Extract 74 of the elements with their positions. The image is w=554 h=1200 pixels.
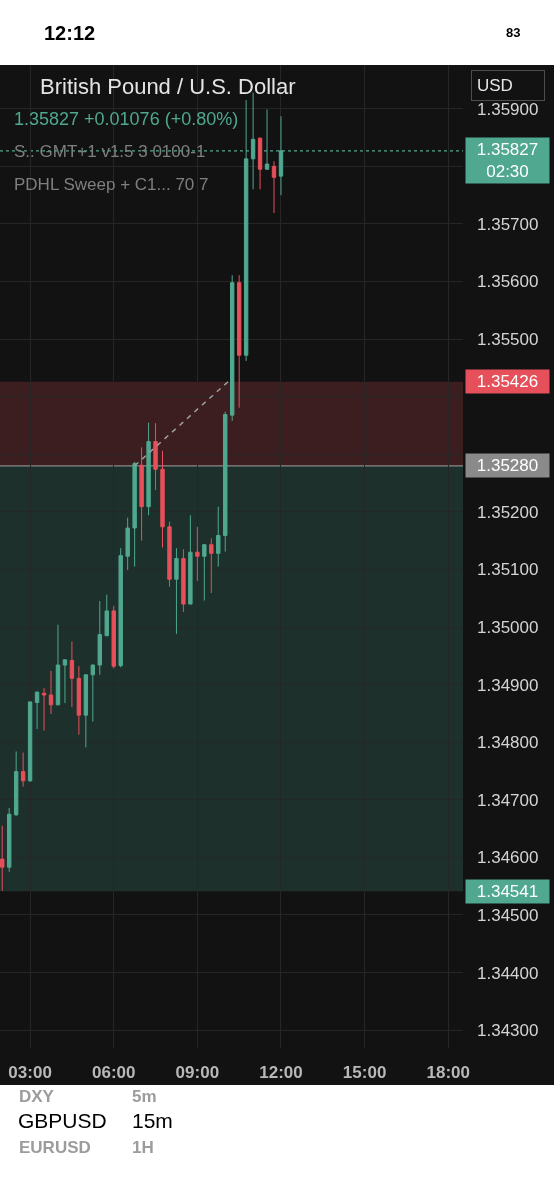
candlestick (97, 600, 102, 676)
text: USD (477, 76, 513, 95)
y-tick-label: 1.34500 (477, 905, 539, 925)
y-tick-label: 1.34300 (477, 1021, 539, 1041)
candlestick (202, 543, 207, 602)
candlestick (257, 137, 263, 190)
chart-title: British Pound / U.S. Dollar (40, 73, 296, 99)
candlestick (229, 274, 235, 422)
candlestick (34, 691, 40, 730)
candlestick (216, 506, 221, 568)
candlestick (188, 514, 193, 606)
text: 12:12 (44, 22, 96, 44)
x-tick-label: 18:00 (426, 1063, 470, 1082)
y-tick-label: 1.35700 (477, 214, 539, 234)
candlestick (223, 411, 228, 553)
y-tick-label: 1.35100 (477, 560, 539, 580)
candlestick (27, 700, 33, 783)
candlestick (118, 547, 123, 668)
y-tick-label: 1.35500 (477, 330, 539, 350)
candlestick (6, 807, 12, 873)
candlestick (160, 450, 165, 549)
y-tick-label: 1.34800 (477, 733, 539, 753)
candlestick (125, 517, 130, 571)
candlestick (62, 658, 68, 704)
candlestick (0, 825, 5, 892)
band-label: 1.35426 (476, 372, 539, 391)
candlestick (13, 750, 19, 817)
text: DXY (19, 1087, 55, 1106)
candlestick (41, 687, 47, 732)
candlestick (104, 594, 109, 637)
candlestick (55, 624, 61, 706)
annotation: PDHL Sweep + C1... 70 7 (14, 175, 209, 194)
candlestick (195, 526, 200, 582)
y-tick-label: 1.35600 (477, 272, 539, 292)
candlestick (132, 461, 137, 568)
y-tick-label: 1.34400 (477, 963, 539, 983)
candlestick (76, 665, 82, 736)
candlestick (236, 274, 242, 409)
candlestick (111, 605, 116, 670)
candlestick (90, 663, 96, 722)
band-label: 1.34541 (476, 882, 539, 901)
candlestick (271, 160, 277, 214)
y-tick-label: 1.34600 (477, 848, 539, 868)
x-tick-label: 12:00 (259, 1063, 303, 1082)
candlestick (174, 547, 179, 635)
candlestick (181, 548, 186, 613)
candlestick (83, 673, 89, 748)
x-tick-label: 03:00 (8, 1063, 52, 1082)
candlestick (69, 640, 75, 708)
text: 83 (506, 25, 521, 40)
candlestick (250, 92, 256, 190)
y-tick-label: 1.34700 (477, 790, 539, 810)
x-tick-label: 15:00 (342, 1063, 387, 1082)
x-tick-label: 09:00 (175, 1063, 220, 1082)
candlestick (167, 521, 172, 588)
y-tick-label: 1.35200 (477, 502, 539, 522)
y-tick-label: 1.34900 (477, 675, 539, 695)
text: 1.35827 +0.01076 (+0.80%) (14, 109, 239, 129)
candlestick (48, 670, 54, 715)
text: 15m (132, 1109, 173, 1132)
candlestick (20, 752, 26, 788)
ref-line-label: 1.35827 02:30 (476, 140, 539, 182)
text: EURUSD (19, 1138, 91, 1157)
candlestick (153, 422, 158, 491)
candlestick (209, 537, 214, 594)
ref-line-label: 1.35280 (476, 456, 539, 475)
candlestick (146, 422, 151, 516)
text: 1H (132, 1138, 154, 1157)
candlestick (139, 446, 144, 542)
text: 5m (132, 1087, 157, 1106)
x-tick-label: 06:00 (91, 1063, 136, 1082)
text: GBPUSD (18, 1109, 107, 1132)
y-tick-label: 1.35000 (477, 617, 539, 637)
y-tick-label: 1.35900 (477, 99, 539, 119)
